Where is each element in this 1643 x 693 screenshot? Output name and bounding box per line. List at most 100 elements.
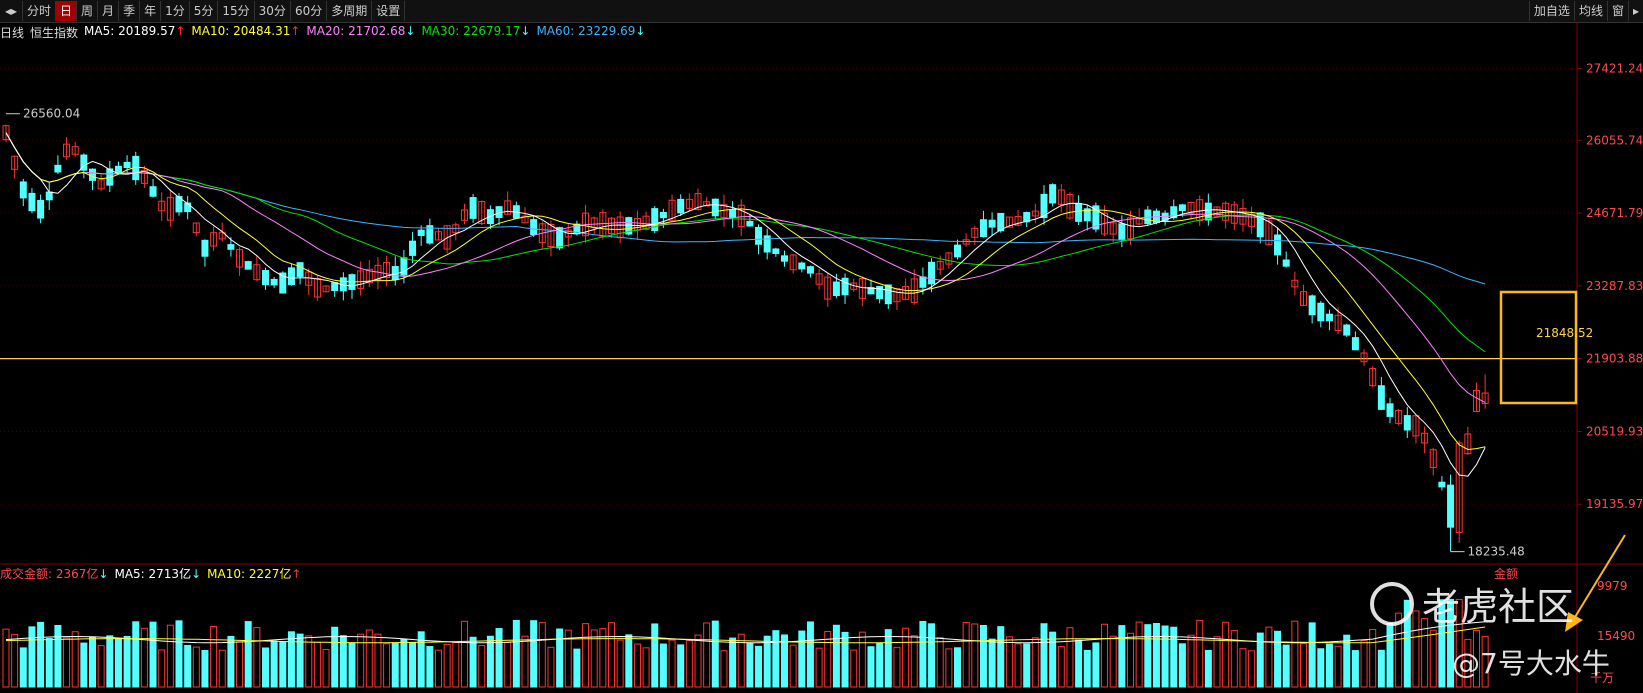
candle-body xyxy=(798,262,806,270)
period-tab-3[interactable]: 月 xyxy=(98,1,120,21)
period-tab-6[interactable]: 1分 xyxy=(161,1,190,21)
volume-bar xyxy=(1300,643,1307,688)
ma30-line xyxy=(5,132,1486,353)
candle-body xyxy=(218,231,226,240)
candle-body xyxy=(210,232,218,247)
tiger-logo-icon xyxy=(1370,581,1414,626)
volume-bar xyxy=(1023,643,1031,688)
volume-bar xyxy=(538,622,546,688)
candle-body xyxy=(452,224,460,234)
volume-bar xyxy=(737,633,745,688)
volume-bar xyxy=(928,623,936,688)
volume-bar xyxy=(504,641,512,688)
volume-bar xyxy=(1265,626,1273,688)
candle-body xyxy=(867,287,875,295)
candle-body xyxy=(1473,389,1480,412)
volume-bar xyxy=(945,648,953,688)
period-toolbar: ◂▸ 分时日周月季年 1分 5分 15分 30分 60分 多周期 设置 xyxy=(0,0,1643,23)
volume-bar xyxy=(45,637,53,688)
price-tick-label: 26055.74 xyxy=(1586,133,1643,147)
period-tab-10[interactable]: 60分 xyxy=(291,1,328,21)
candle-body xyxy=(1360,352,1368,363)
volume-bar xyxy=(1031,637,1039,688)
candle-body xyxy=(530,219,538,236)
toolbar-arrow-icon[interactable]: ◂▸ xyxy=(0,1,23,21)
period-tab-9[interactable]: 30分 xyxy=(255,1,291,21)
volume-bar xyxy=(798,630,806,688)
candle-body xyxy=(495,206,503,218)
volume-bar xyxy=(140,627,148,688)
candle-body xyxy=(1351,337,1359,351)
period-tab-2[interactable]: 周 xyxy=(77,1,99,21)
volume-axis-label: 15490 xyxy=(1597,629,1635,643)
volume-bar xyxy=(54,625,62,688)
candle-body xyxy=(37,199,45,219)
period-tab-1[interactable]: 日 xyxy=(56,1,78,21)
candle-body xyxy=(1109,222,1117,235)
volume-bar xyxy=(1161,625,1169,688)
volume-bar xyxy=(850,649,858,688)
period-tab-12[interactable]: 设置 xyxy=(372,1,406,21)
candle-body xyxy=(270,278,278,286)
candle-body xyxy=(884,284,892,305)
volume-bar xyxy=(1230,630,1238,688)
candle-body xyxy=(1455,442,1463,533)
period-tab-7[interactable]: 5分 xyxy=(190,1,219,21)
candle-body xyxy=(1325,313,1333,322)
period-tab-8[interactable]: 15分 xyxy=(218,1,255,21)
period-label: 日线 xyxy=(0,26,25,40)
period-tab-0[interactable]: 分时 xyxy=(23,1,57,21)
candle-body xyxy=(1161,212,1169,221)
toolbar-right-2[interactable]: 窗 xyxy=(1606,1,1628,21)
volume-bar xyxy=(184,644,192,688)
volume-bar xyxy=(469,636,477,688)
ma-info-bar: 日线 恒生指数 MA5: 20189.57↑ MA10: 20484.31↑ M… xyxy=(0,24,645,40)
volume-bar xyxy=(374,633,382,688)
volume-bar xyxy=(37,621,45,688)
candle-body xyxy=(1170,206,1178,219)
ma5-line xyxy=(5,132,1486,477)
period-tab-5[interactable]: 年 xyxy=(140,1,162,21)
toolbar-right-0[interactable]: 加自选 xyxy=(1528,1,1574,21)
candle-body xyxy=(850,282,858,290)
period-tab-4[interactable]: 季 xyxy=(119,1,141,21)
volume-bar xyxy=(971,623,979,688)
volume-bar xyxy=(339,635,347,688)
volume-bar xyxy=(253,627,261,688)
candle-body xyxy=(651,208,659,232)
candle-body xyxy=(547,224,555,247)
volume-bar xyxy=(858,631,866,688)
ma60-label: MA60: 23229.69↓ xyxy=(536,24,646,38)
candle-body xyxy=(755,226,763,245)
candle-body xyxy=(1317,302,1325,322)
volume-bar xyxy=(123,635,131,688)
volume-bar xyxy=(1075,639,1083,688)
volume-bar xyxy=(287,631,295,688)
period-tab-11[interactable]: 多周期 xyxy=(327,1,373,21)
scroll-arrow-icon[interactable]: ▸ xyxy=(1627,1,1643,21)
candle-body xyxy=(1464,433,1472,455)
volume-bar xyxy=(1187,634,1195,688)
candle-body xyxy=(63,143,71,158)
candle-body xyxy=(1291,279,1299,288)
ma60-line xyxy=(5,132,1486,285)
volume-bar xyxy=(417,631,425,688)
volume-bar xyxy=(832,624,840,688)
candle-body xyxy=(711,198,719,217)
candle-body xyxy=(928,261,936,285)
candle-body xyxy=(1178,204,1186,211)
candle-body xyxy=(486,209,494,225)
candle-body xyxy=(806,266,814,274)
ma10-label: MA10: 20484.31↑ xyxy=(191,24,301,38)
candle-body xyxy=(997,212,1005,232)
candle-body xyxy=(1204,202,1212,221)
toolbar-right-1[interactable]: 均线 xyxy=(1573,1,1607,21)
volume-bar xyxy=(677,644,685,688)
candle-body xyxy=(832,281,840,297)
candle-body xyxy=(979,219,987,238)
toolbar-right: 加自选 均线窗 ▸ xyxy=(1528,0,1643,22)
volume-bar xyxy=(236,641,244,688)
candle-body xyxy=(556,227,564,249)
candle-body xyxy=(339,277,347,292)
volume-bar xyxy=(703,622,711,688)
